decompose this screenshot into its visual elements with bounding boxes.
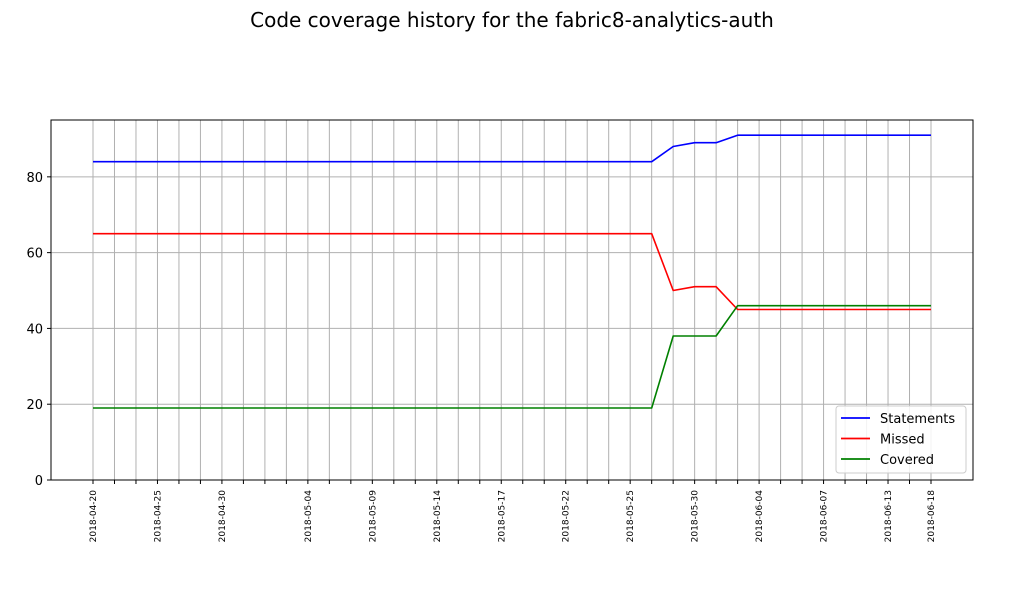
x-tick-label: 2018-06-13 xyxy=(884,490,894,542)
y-tick-label: 20 xyxy=(26,398,43,413)
x-tick-label: 2018-05-25 xyxy=(626,490,636,542)
plot-frame xyxy=(50,119,974,481)
legend-label-missed: Missed xyxy=(880,433,925,448)
y-tick-label: 80 xyxy=(26,171,43,186)
legend: Statements Missed Covered xyxy=(835,405,967,474)
legend-label-covered: Covered xyxy=(880,453,934,468)
x-tick-label: 2018-05-04 xyxy=(304,490,314,543)
y-tick-label: 60 xyxy=(26,247,43,262)
legend-box xyxy=(835,405,967,474)
x-tick-label: 2018-04-20 xyxy=(89,490,99,543)
legend-label-statements: Statements xyxy=(880,412,955,427)
tick-layer: 2018-04-20 2018-04-25 2018-04-30 2018-05-04… xyxy=(26,171,937,542)
grid-layer xyxy=(51,120,973,481)
series-line-missed xyxy=(93,232,931,311)
x-tick-label: 2018-05-30 xyxy=(691,490,701,543)
x-tick-label: 2018-04-25 xyxy=(153,490,163,542)
x-tick-label: 2018-04-30 xyxy=(218,490,228,543)
series-line-statements xyxy=(93,134,931,163)
x-tick-label: 2018-05-09 xyxy=(368,490,378,543)
x-tick-label: 2018-06-07 xyxy=(820,490,830,542)
series-layer xyxy=(93,134,931,409)
x-tick-label: 2018-05-17 xyxy=(497,490,507,542)
x-tick-label: 2018-06-18 xyxy=(927,490,937,543)
y-tick-label: 40 xyxy=(26,322,43,337)
x-tick-label: 2018-06-04 xyxy=(755,490,765,543)
x-tick-label: 2018-05-14 xyxy=(433,490,443,543)
series-line-covered xyxy=(93,304,931,409)
y-tick-label: 0 xyxy=(35,474,43,489)
x-tick-label: 2018-05-22 xyxy=(562,490,572,542)
chart-title: Code coverage history for the fabric8-an… xyxy=(250,8,774,32)
